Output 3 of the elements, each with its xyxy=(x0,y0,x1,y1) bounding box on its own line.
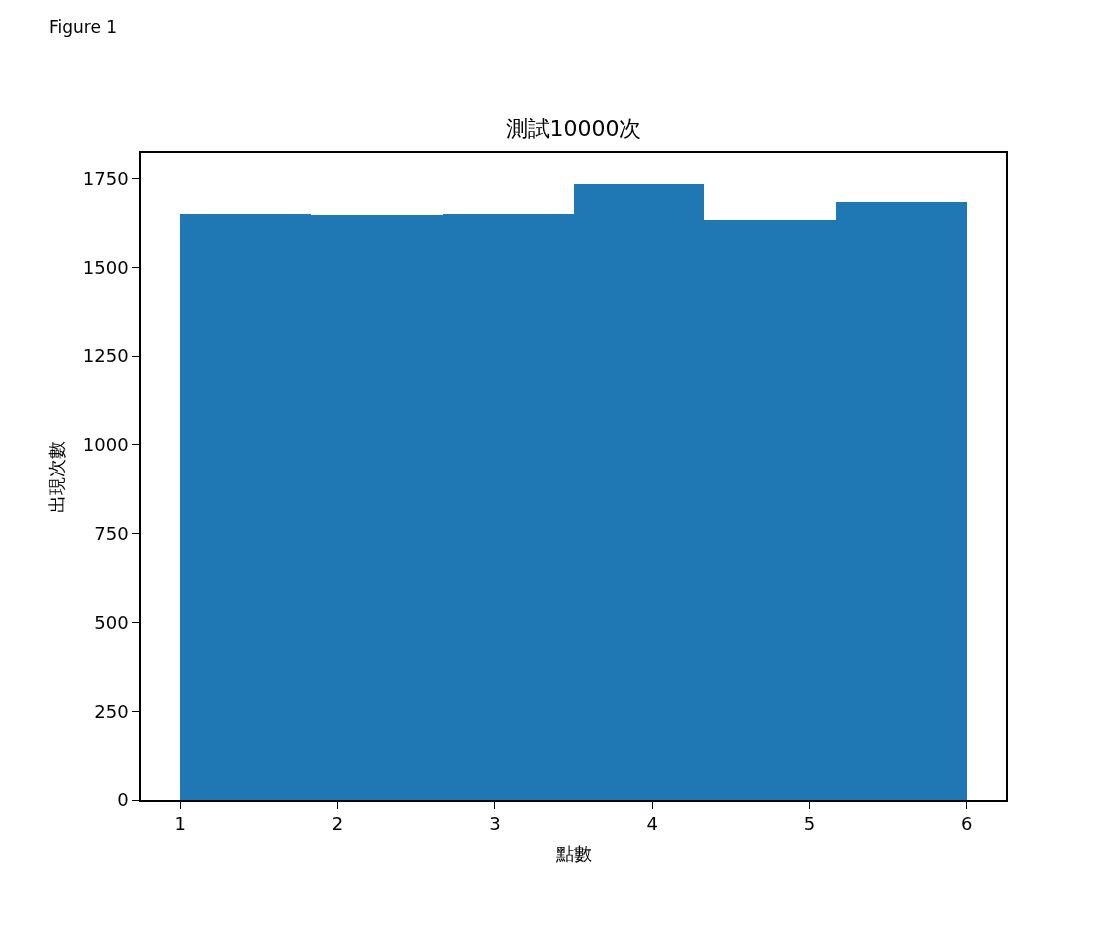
x-tick-label: 6 xyxy=(960,813,973,835)
x-tick-label: 5 xyxy=(803,813,816,835)
x-tick-label: 4 xyxy=(646,813,658,835)
